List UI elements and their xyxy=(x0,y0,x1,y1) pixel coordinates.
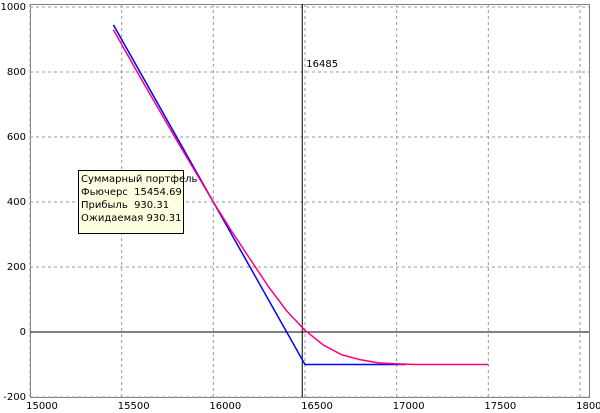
tooltip-line: Прибыль 930.31 xyxy=(81,200,169,211)
tooltip-line: Фьючерс 15454.69 xyxy=(81,187,182,198)
y-tick-label: 1000 xyxy=(1,2,26,13)
y-tick-label: 200 xyxy=(7,262,26,273)
y-tick-label: 0 xyxy=(20,327,26,338)
x-tick-label: 16000 xyxy=(209,401,241,412)
x-tick-label: 17500 xyxy=(484,401,516,412)
x-tick-label: 16500 xyxy=(301,401,333,412)
series-line xyxy=(112,29,489,366)
x-tick-label: 17000 xyxy=(393,401,425,412)
y-tick-label: 600 xyxy=(7,132,26,143)
tooltip-line: Ожидаемая 930.31 xyxy=(81,213,181,224)
x-tick-label: 15000 xyxy=(26,401,58,412)
tooltip-title: Суммарный портфель xyxy=(81,174,197,185)
cursor-label: 16485 xyxy=(306,59,338,70)
y-tick-label: 800 xyxy=(7,67,26,78)
tooltip-box xyxy=(78,170,184,234)
x-tick-label: 15500 xyxy=(118,401,150,412)
x-tick-label: 18000 xyxy=(576,401,600,412)
y-tick-label: 400 xyxy=(7,197,26,208)
series-line xyxy=(112,24,406,366)
y-tick-label: -200 xyxy=(3,392,26,403)
